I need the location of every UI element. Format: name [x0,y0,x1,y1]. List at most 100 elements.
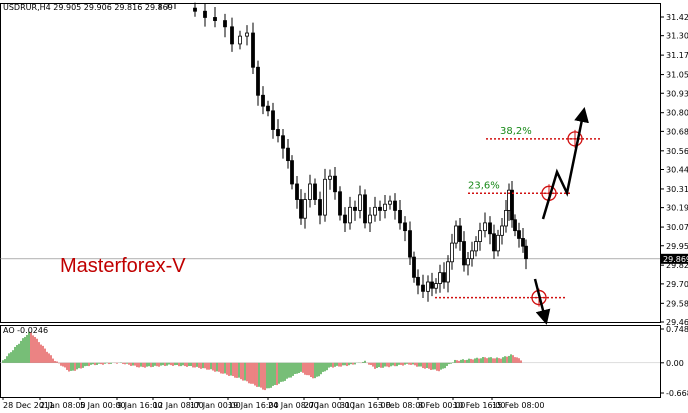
candle-body [513,219,517,232]
ao-tick-label: -0.6685 [666,389,688,398]
candle-body [256,66,260,96]
candle-body [383,203,387,211]
candle-body [333,175,337,193]
candle-body [348,206,352,224]
time-tick-label: 27 Jan 00:00 [304,401,355,410]
candle-body [245,32,249,37]
candle-body [308,183,312,200]
time-tick-label: 24 Jan 08:00 [268,401,319,410]
bearish-arrow [533,278,551,325]
price-tick-label: 30.688 [666,127,688,136]
candle-body [442,272,446,283]
bullish-arrow [541,107,589,220]
time-tick-label: 17 Jan 00:00 [190,401,241,410]
current-price-tag [661,253,688,264]
price-tick-label: 31.178 [666,51,688,60]
candle-body [470,250,474,260]
candle-body [488,222,492,235]
candle-body [313,183,317,200]
candle-body [368,214,372,224]
candle-body [223,20,227,28]
candle-body [458,225,462,242]
candle-body [421,284,425,292]
candle-body [517,230,521,239]
price-tick-label: 30.933 [666,89,688,98]
candle-body [504,210,508,227]
candle-body [363,194,367,224]
candle-body [328,175,332,180]
candle-body [521,238,525,247]
price-tick-label: 30.198 [666,204,688,213]
time-tick-label: 8 Feb 00:00 [418,401,465,410]
price-tick-label: 30.808 [666,109,688,118]
price-tick-label: 30.073 [666,223,688,232]
time-tick-label: 28 Dec 2011 [3,401,54,410]
candle-body [446,261,450,283]
candle-body [343,214,347,224]
symbol-info: USDRUR,H4 29.905 29.906 29.816 29.869 [3,3,173,12]
candle-body [281,135,285,149]
candle-body [510,189,514,221]
candle-body [393,200,397,211]
candle-body [474,241,478,252]
time-tick-label: 15 Feb 08:00 [492,401,544,410]
candle-body [454,225,458,244]
candle-body [266,105,270,112]
candle-body [524,245,528,260]
price-tick-label: 30.318 [666,185,688,194]
candle-body [193,7,197,12]
candle-body [492,233,496,252]
time-tick-label: 9 Jan 16:00 [117,401,163,410]
candle-body [251,32,255,68]
price-tick-label: 31.053 [666,71,688,80]
candle-body [299,199,303,219]
price-tick-label: 29.583 [666,299,688,308]
price-tick-label: 31.303 [666,32,688,41]
candle-body [378,206,382,211]
candle-body [323,178,327,216]
candle-body [213,17,217,21]
candle-body [238,35,242,45]
candle-body [230,26,234,45]
candle-body [412,256,416,278]
price-tick-label: 29.828 [666,261,688,270]
price-tick-label: 31.423 [666,13,688,22]
price-tick-label: 30.443 [666,166,688,175]
time-tick-label: 3 Feb 08:00 [378,401,425,410]
candle-body [271,110,275,130]
candle-body [373,206,377,216]
candle-body [496,234,500,252]
candle-body [290,160,294,185]
candle-body [353,206,357,211]
ao-pane-frame [0,325,661,398]
candle-body [450,242,454,263]
main-pane-frame [0,3,661,323]
candle-body [426,281,430,292]
ao-tick-label: 0.00 [666,359,684,368]
candle-body [303,199,307,219]
candle-body [478,230,482,242]
ao-info: AO -0.0246 [3,326,48,335]
candle-body [318,199,322,216]
candle-body [338,191,342,216]
candle-body [408,230,412,258]
time-tick-label: 31 Jan 16:00 [340,401,391,410]
price-tick-label: 29.953 [666,242,688,251]
candle-body [434,283,438,289]
candle-body [276,129,280,137]
price-tick-label: 29.463 [666,318,688,327]
candle-body [430,281,434,289]
candle-body [403,222,407,232]
candle-body [466,258,470,266]
candle-body [203,10,207,18]
candle-body [438,272,442,284]
candle-body [416,276,420,286]
time-tick-label: 10 Feb 16:00 [453,401,505,410]
time-tick-label: 19 Jan 16:00 [228,401,279,410]
candle-body [398,210,402,224]
brand-watermark: Masterforex-V [60,255,186,277]
candle-body [295,183,299,200]
fib-236-label: 23,6% [468,180,500,191]
